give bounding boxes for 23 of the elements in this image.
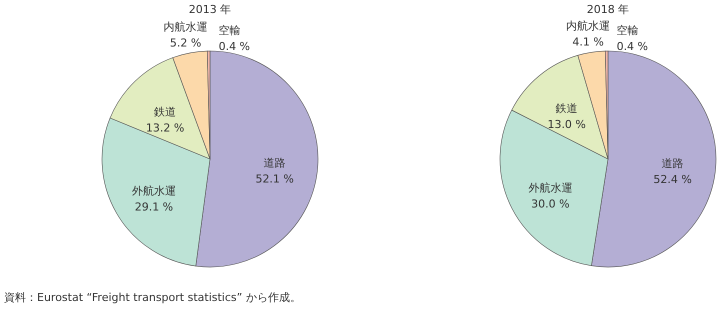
chart-title: 2013 年: [188, 3, 232, 16]
slice-label: 内航水運: [566, 20, 610, 33]
data-label: 52.4 %: [653, 172, 692, 186]
slice-label: 空輸: [616, 24, 639, 38]
slice-label: 道路: [264, 156, 286, 170]
slice-label: 鉄道: [556, 102, 578, 116]
text: 資料：Eurostat “Freight transport statistics” から作成。: [4, 291, 301, 304]
data-label: 5.2 %: [170, 36, 202, 50]
slice-label: 鉄道: [154, 105, 176, 118]
data-label: 52.1 %: [255, 172, 294, 186]
data-label: 0.4 %: [616, 40, 648, 54]
slice-label: 空輸: [218, 24, 241, 38]
data-label: 13.2 %: [146, 121, 184, 134]
data-label: 29.1 %: [134, 200, 174, 214]
data-label: 4.1 %: [572, 36, 604, 49]
slice-label: 内航水運: [164, 20, 208, 34]
chart-title: 2018 年: [586, 3, 630, 16]
slice-label: 外航水運: [132, 184, 176, 198]
data-label: 13.0 %: [547, 118, 586, 132]
data-label: 0.4 %: [218, 40, 250, 54]
data-label: 30.0 %: [531, 198, 570, 211]
slice-label: 道路: [662, 156, 684, 170]
slice-label: 外航水運: [528, 182, 572, 195]
